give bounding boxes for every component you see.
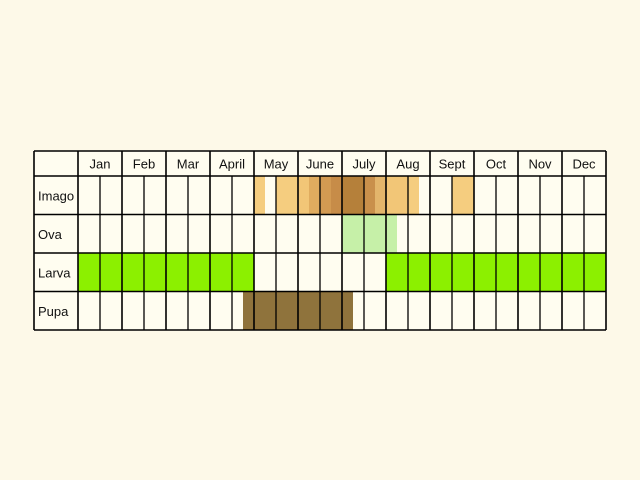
band-imago-2 — [298, 176, 309, 215]
band-imago-8 — [375, 176, 386, 215]
month-label-1: Feb — [133, 157, 155, 172]
month-label-2: Mar — [177, 157, 200, 172]
band-ova-0 — [342, 214, 397, 253]
calendar-labels: Jan Feb Mar April May June July Aug Sept Oct Nov De… — [38, 157, 596, 319]
month-label-0: Jan — [90, 157, 111, 172]
month-label-8: Sept — [439, 157, 466, 172]
band-imago-10 — [408, 176, 419, 215]
month-label-11: Dec — [572, 157, 596, 172]
month-label-7: Aug — [396, 157, 419, 172]
calendar-grid — [33, 150, 607, 331]
band-imago-1 — [276, 176, 298, 215]
month-label-5: June — [306, 157, 334, 172]
band-imago-3 — [309, 176, 320, 215]
stage-label-larva: Larva — [38, 265, 71, 280]
band-imago-9 — [386, 176, 408, 215]
month-label-4: May — [264, 157, 289, 172]
band-imago-11 — [452, 176, 474, 215]
stage-label-pupa: Pupa — [38, 304, 69, 319]
band-imago-7 — [364, 176, 375, 215]
month-label-9: Oct — [486, 157, 507, 172]
band-imago-5 — [331, 176, 342, 215]
stage-label-ova: Ova — [38, 227, 63, 242]
month-label-6: July — [352, 157, 376, 172]
month-label-10: Nov — [528, 157, 552, 172]
band-imago-4 — [320, 176, 331, 215]
band-imago-6 — [342, 176, 364, 215]
band-imago-0 — [254, 176, 265, 215]
month-label-3: April — [219, 157, 245, 172]
stage-label-imago: Imago — [38, 188, 74, 203]
